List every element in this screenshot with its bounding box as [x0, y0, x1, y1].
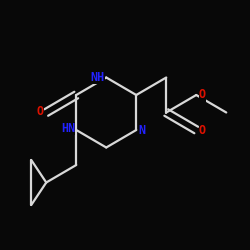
Text: NH: NH	[91, 71, 105, 84]
Text: O: O	[199, 124, 206, 136]
Text: O: O	[36, 105, 44, 118]
Text: N: N	[139, 124, 146, 136]
Text: HN: HN	[61, 122, 75, 135]
Text: O: O	[199, 88, 206, 102]
